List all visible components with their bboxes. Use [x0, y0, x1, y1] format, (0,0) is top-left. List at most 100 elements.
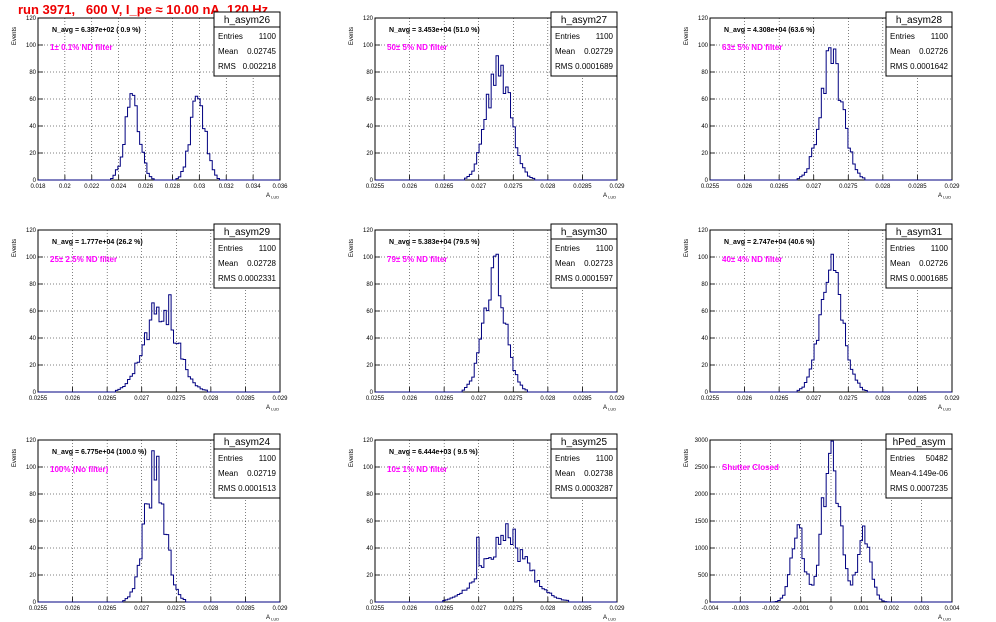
- stats-label: Entries: [218, 244, 243, 253]
- x-axis-title: A LUD: [266, 615, 279, 622]
- y-tick-label: 120: [363, 228, 374, 234]
- x-axis-subscript: LUD: [607, 407, 616, 412]
- y-tick-label: 80: [29, 70, 36, 76]
- y-tick-label: 60: [29, 519, 36, 525]
- histogram-series: [375, 253, 617, 393]
- x-tick-label: 0.028: [165, 184, 181, 190]
- x-tick-label: 0.0255: [701, 184, 720, 190]
- stats-value: 0.0007235: [910, 484, 948, 493]
- x-tick-label: 0.028: [203, 606, 219, 612]
- y-tick-label: 100: [363, 255, 374, 261]
- stats-box: [213, 433, 281, 499]
- stats-label: Mean: [555, 469, 575, 478]
- x-tick-label: 0.024: [111, 184, 127, 190]
- y-tick-label: 60: [366, 519, 373, 525]
- histogram-panel-h_asym27: 0.0255 0.026 0.0265 0.027 0.0275 0.028 0.0285 0…: [349, 11, 625, 200]
- x-axis-title: A LUD: [603, 193, 616, 200]
- y-tick-label: 20: [366, 151, 373, 157]
- y-tick-label: 120: [26, 228, 37, 234]
- x-tick-label: 0.003: [914, 606, 930, 612]
- y-tick-label: 20: [29, 363, 36, 369]
- stats-label: Mean: [890, 47, 910, 56]
- y-tick-label: 0: [370, 390, 374, 396]
- histogram-series: [710, 253, 952, 393]
- y-tick-label: 60: [29, 309, 36, 315]
- y-tick-label: 60: [366, 97, 373, 103]
- y-tick-label: 120: [26, 438, 37, 444]
- x-tick-label: 0.0265: [435, 606, 454, 612]
- histogram-series: [375, 55, 617, 181]
- navg-label: N_avg = 6.387e+02 ( 0.9 %): [52, 27, 141, 34]
- y-tick-label: 100: [363, 43, 374, 49]
- x-tick-label: 0.027: [806, 184, 822, 190]
- stats-value: 1100: [596, 244, 614, 253]
- stats-hist-name: h_asym29: [224, 227, 271, 238]
- stats-value: 1100: [931, 32, 949, 41]
- y-tick-label: 20: [366, 573, 373, 579]
- y-tick-label: 40: [29, 336, 36, 342]
- stats-label: RMS: [555, 274, 573, 283]
- stats-hist-name: h_asym24: [224, 437, 271, 448]
- y-tick-label: 40: [366, 336, 373, 342]
- y-tick-label: 100: [26, 43, 37, 49]
- stats-label: Entries: [218, 454, 243, 463]
- stats-value: 0.002218: [243, 62, 277, 71]
- stats-value: -4.149e-06: [909, 469, 948, 478]
- stats-label: Mean: [555, 259, 575, 268]
- histogram-panel-h_asym28: 0.0255 0.026 0.0265 0.027 0.0275 0.028 0.0285 0…: [684, 11, 960, 200]
- y-tick-label: 80: [701, 282, 708, 288]
- y-tick-label: 100: [698, 255, 709, 261]
- x-axis-title: A LUD: [603, 405, 616, 412]
- stats-box: [885, 11, 953, 77]
- stats-value: 1100: [259, 244, 277, 253]
- y-tick-label: 120: [363, 438, 374, 444]
- stats-box: [550, 433, 618, 499]
- histogram-series: [38, 450, 280, 603]
- y-tick-label: 0: [33, 390, 37, 396]
- y-tick-label: 0: [705, 390, 709, 396]
- x-tick-label: 0.027: [471, 184, 487, 190]
- x-axis-subscript: LUD: [942, 195, 951, 200]
- stats-hist-name: h_asym30: [561, 227, 608, 238]
- x-tick-label: 0.027: [471, 396, 487, 402]
- y-tick-label: 1500: [695, 519, 709, 525]
- stats-hist-name: h_asym28: [896, 15, 943, 26]
- y-tick-label: 2000: [695, 492, 709, 498]
- y-tick-label: 0: [33, 178, 37, 184]
- x-tick-label: 0.027: [134, 396, 150, 402]
- x-axis-title: A LUD: [938, 193, 951, 200]
- x-tick-label: -0.004: [701, 606, 719, 612]
- x-tick-label: 0.032: [219, 184, 235, 190]
- filter-label: 10± 1% ND filter: [387, 465, 447, 474]
- y-tick-label: 120: [363, 16, 374, 22]
- y-axis-title: Events: [684, 27, 690, 45]
- stats-label: RMS: [890, 274, 908, 283]
- y-axis-title: Events: [349, 239, 355, 257]
- x-tick-label: 0.027: [134, 606, 150, 612]
- y-tick-label: 20: [366, 363, 373, 369]
- x-tick-label: 0.0285: [573, 184, 592, 190]
- y-tick-label: 0: [33, 600, 37, 606]
- filter-label: 100% (No filter): [50, 465, 109, 474]
- y-tick-label: 60: [29, 97, 36, 103]
- filter-label: 25± 2.5% ND filter: [50, 255, 117, 264]
- x-axis-title: A LUD: [603, 615, 616, 622]
- y-axis-title: Events: [12, 239, 18, 257]
- x-tick-label: 0.0265: [98, 396, 117, 402]
- histogram-panel-h_asym29: 0.0255 0.026 0.0265 0.027 0.0275 0.028 0.0285 0…: [12, 223, 288, 412]
- stats-value: 0.0001685: [910, 274, 948, 283]
- histogram-panel-h_asym30: 0.0255 0.026 0.0265 0.027 0.0275 0.028 0.0285 0…: [349, 223, 625, 412]
- x-axis-subscript: LUD: [942, 617, 951, 622]
- y-tick-label: 20: [29, 573, 36, 579]
- filter-label: 1± 0.1% ND filter: [50, 43, 113, 52]
- x-tick-label: 0.028: [540, 184, 556, 190]
- stats-value: 0.0002331: [238, 274, 276, 283]
- stats-value: 1100: [931, 244, 949, 253]
- filter-label: Shutter Closed: [722, 463, 779, 472]
- x-tick-label: 0.022: [84, 184, 100, 190]
- stats-box: [550, 11, 618, 77]
- stats-value: 0.02738: [584, 469, 613, 478]
- y-tick-label: 1000: [695, 546, 709, 552]
- stats-hist-name: h_asym26: [224, 15, 271, 26]
- x-tick-label: 0.0275: [167, 606, 186, 612]
